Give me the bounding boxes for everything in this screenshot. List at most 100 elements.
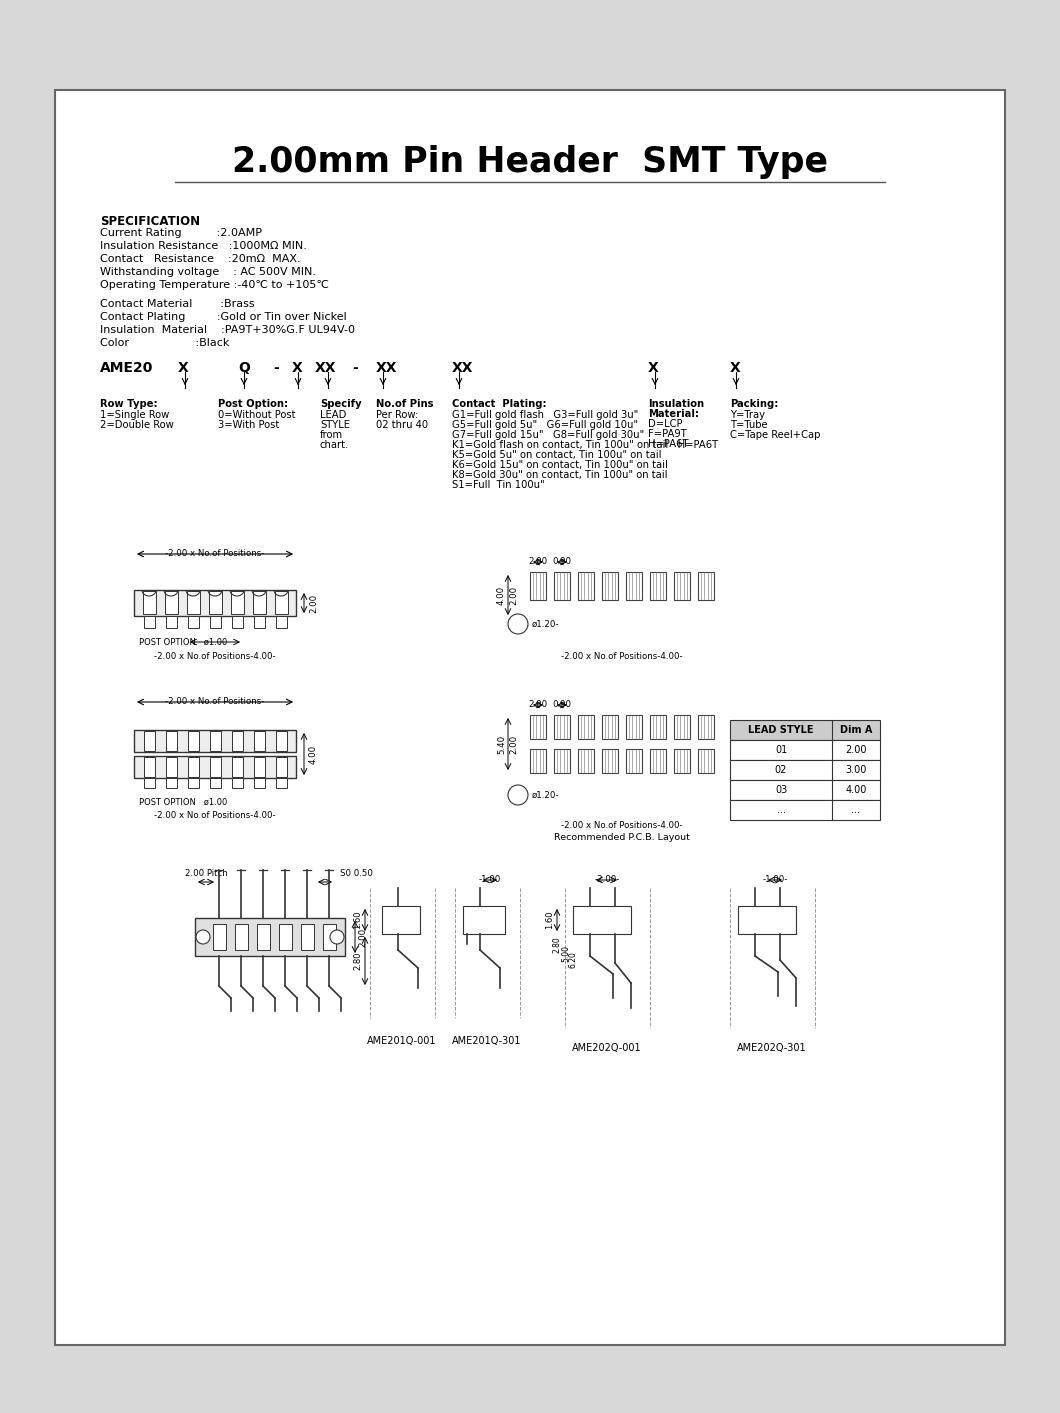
Text: 01: 01 bbox=[775, 745, 788, 755]
Bar bbox=[275, 591, 288, 615]
Bar bbox=[697, 715, 714, 739]
Text: 2.80: 2.80 bbox=[553, 937, 562, 954]
Bar bbox=[730, 740, 880, 760]
Text: X: X bbox=[292, 360, 303, 374]
Bar bbox=[626, 572, 642, 601]
Bar bbox=[232, 757, 243, 777]
Text: H=PA6T: H=PA6T bbox=[648, 439, 689, 449]
Text: 0.90: 0.90 bbox=[552, 699, 571, 709]
Text: 1.60: 1.60 bbox=[353, 911, 363, 930]
Bar bbox=[144, 779, 155, 788]
Text: chart.: chart. bbox=[320, 439, 349, 449]
Text: AME201Q-001: AME201Q-001 bbox=[367, 1036, 437, 1046]
Text: 2=Double Row: 2=Double Row bbox=[100, 420, 174, 430]
Text: AME202Q-301: AME202Q-301 bbox=[737, 1043, 807, 1053]
Bar bbox=[254, 779, 265, 788]
Bar bbox=[279, 924, 292, 950]
Text: Contact  Plating:: Contact Plating: bbox=[452, 398, 547, 408]
Bar bbox=[730, 800, 880, 820]
Text: 0.90: 0.90 bbox=[552, 557, 571, 567]
Bar bbox=[253, 591, 266, 615]
Bar bbox=[463, 906, 505, 934]
Bar bbox=[602, 715, 618, 739]
Bar bbox=[674, 572, 690, 601]
Bar bbox=[650, 572, 666, 601]
Text: -2.00 x No.of Positions-: -2.00 x No.of Positions- bbox=[165, 697, 265, 706]
Text: 1=Single Row: 1=Single Row bbox=[100, 410, 170, 420]
Bar bbox=[730, 721, 880, 740]
Bar bbox=[578, 749, 594, 773]
Bar bbox=[210, 757, 220, 777]
Bar bbox=[166, 616, 177, 627]
Text: -2.00-: -2.00- bbox=[595, 875, 620, 885]
Circle shape bbox=[330, 930, 345, 944]
Bar bbox=[166, 731, 177, 750]
Text: Contact   Resistance    :20mΩ  MAX.: Contact Resistance :20mΩ MAX. bbox=[100, 254, 301, 264]
Bar bbox=[144, 616, 155, 627]
Text: 2.80: 2.80 bbox=[353, 952, 363, 971]
Bar bbox=[144, 757, 155, 777]
Bar bbox=[188, 731, 199, 750]
Text: 4.00: 4.00 bbox=[310, 745, 318, 763]
Text: Post Option:: Post Option: bbox=[218, 398, 288, 408]
Text: 2.00: 2.00 bbox=[529, 557, 548, 567]
Bar bbox=[554, 749, 570, 773]
Bar bbox=[143, 591, 156, 615]
Bar bbox=[210, 731, 220, 750]
Text: Insulation  Material    :PA9T+30%G.F UL94V-0: Insulation Material :PA9T+30%G.F UL94V-0 bbox=[100, 325, 355, 335]
Bar bbox=[134, 756, 296, 779]
Text: 5.00: 5.00 bbox=[561, 944, 570, 961]
Bar bbox=[165, 591, 178, 615]
Bar bbox=[213, 924, 226, 950]
Bar bbox=[650, 715, 666, 739]
Text: Insulation Resistance   :1000MΩ MIN.: Insulation Resistance :1000MΩ MIN. bbox=[100, 242, 307, 252]
Bar bbox=[674, 749, 690, 773]
Bar bbox=[602, 749, 618, 773]
Text: Insulation: Insulation bbox=[648, 398, 704, 408]
Text: F=PA9T: F=PA9T bbox=[648, 430, 687, 439]
Bar bbox=[602, 572, 618, 601]
Bar bbox=[578, 572, 594, 601]
Text: -2.00 x No.of Positions-4.00-: -2.00 x No.of Positions-4.00- bbox=[154, 811, 276, 820]
Bar bbox=[257, 924, 270, 950]
Bar bbox=[301, 924, 314, 950]
Bar bbox=[187, 591, 200, 615]
Text: 2.00: 2.00 bbox=[310, 593, 318, 613]
Bar bbox=[210, 616, 220, 627]
Text: 2.00: 2.00 bbox=[358, 927, 367, 947]
Bar bbox=[554, 715, 570, 739]
Text: ø1.20-: ø1.20- bbox=[532, 791, 560, 800]
Bar bbox=[530, 749, 546, 773]
Text: X: X bbox=[730, 360, 741, 374]
Text: -2.00 x No.of Positions-4.00-: -2.00 x No.of Positions-4.00- bbox=[561, 821, 683, 829]
Text: from: from bbox=[320, 430, 343, 439]
Bar bbox=[55, 90, 1005, 1345]
Bar bbox=[578, 715, 594, 739]
Bar bbox=[254, 616, 265, 627]
Bar bbox=[134, 731, 296, 752]
Bar bbox=[166, 779, 177, 788]
Text: 6.20: 6.20 bbox=[569, 951, 578, 968]
Text: 0=Without Post: 0=Without Post bbox=[218, 410, 296, 420]
Text: XX: XX bbox=[315, 360, 336, 374]
Text: -: - bbox=[352, 360, 358, 374]
Text: Contact Material        :Brass: Contact Material :Brass bbox=[100, 300, 254, 309]
Text: G1=Full gold flash   G3=Full gold 3u": G1=Full gold flash G3=Full gold 3u" bbox=[452, 410, 638, 420]
Bar bbox=[276, 757, 287, 777]
Text: 2.00mm Pin Header  SMT Type: 2.00mm Pin Header SMT Type bbox=[232, 146, 828, 179]
Text: X: X bbox=[178, 360, 189, 374]
Bar bbox=[626, 715, 642, 739]
Text: ...: ... bbox=[851, 805, 861, 815]
Bar bbox=[650, 749, 666, 773]
Text: Operating Temperature :-40℃ to +105℃: Operating Temperature :-40℃ to +105℃ bbox=[100, 280, 329, 290]
Bar bbox=[209, 591, 222, 615]
Text: 2.00: 2.00 bbox=[845, 745, 867, 755]
Text: -: - bbox=[273, 360, 279, 374]
Bar bbox=[697, 572, 714, 601]
Text: -2.00 x No.of Positions-: -2.00 x No.of Positions- bbox=[165, 550, 265, 558]
Bar bbox=[232, 779, 243, 788]
Bar bbox=[195, 918, 344, 957]
Text: ø1.20-: ø1.20- bbox=[532, 620, 560, 629]
Text: No.of Pins: No.of Pins bbox=[376, 398, 434, 408]
Text: -1.00: -1.00 bbox=[479, 875, 501, 885]
